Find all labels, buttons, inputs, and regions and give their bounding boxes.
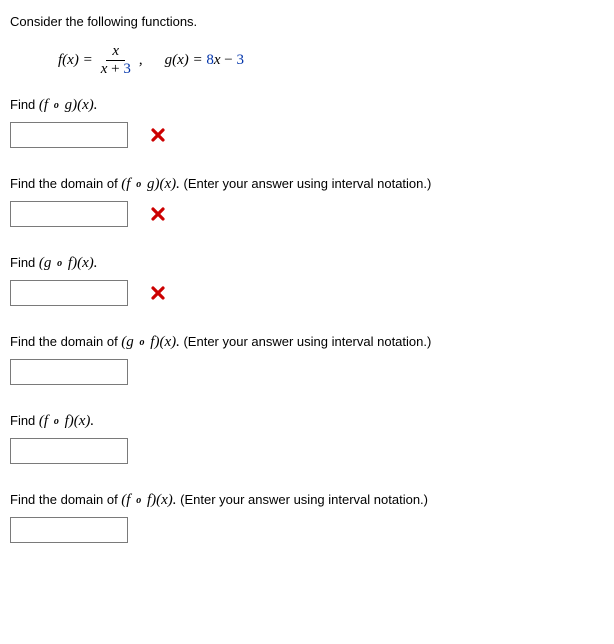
function-definitions: f(x) = x x + 3 , g(x) = 8x − 3: [10, 43, 604, 77]
question-text: Find the domain of (g o f)(x). (Enter yo…: [10, 334, 604, 351]
f-den-const: 3: [123, 61, 131, 77]
question-block: Find (f o g)(x).: [10, 97, 604, 148]
f-den-plus: +: [107, 61, 123, 77]
answer-row: [10, 122, 604, 148]
question-prefix: Find the domain of: [10, 492, 121, 507]
f-label: f(x) =: [58, 52, 93, 69]
g-minus: −: [221, 52, 237, 68]
composition-expression: (f o f)(x).: [121, 492, 176, 508]
comp-close: g)(x).: [143, 176, 180, 192]
question-text: Find (f o g)(x).: [10, 97, 604, 114]
wrong-icon: [150, 285, 166, 301]
answer-row: [10, 280, 604, 306]
question-text: Find (g o f)(x).: [10, 255, 604, 272]
question-block: Find (f o f)(x).: [10, 413, 604, 464]
comp-close: g)(x).: [61, 97, 98, 113]
comp-open: (g: [39, 255, 55, 271]
question-block: Find (g o f)(x).: [10, 255, 604, 306]
answer-input[interactable]: [10, 517, 128, 543]
comp-circle: o: [52, 100, 61, 111]
comp-close: f)(x).: [64, 255, 97, 271]
comp-open: (f: [121, 492, 134, 508]
answer-row: [10, 359, 604, 385]
comp-circle: o: [134, 179, 143, 190]
question-block: Find the domain of (f o g)(x). (Enter yo…: [10, 176, 604, 227]
f-denominator: x + 3: [97, 61, 135, 78]
answer-input[interactable]: [10, 438, 128, 464]
func-separator: ,: [139, 52, 143, 69]
comp-circle: o: [134, 495, 143, 506]
question-suffix: (Enter your answer using interval notati…: [177, 492, 428, 507]
f-numerator: x: [106, 43, 125, 61]
comp-circle: o: [52, 416, 61, 427]
answer-input[interactable]: [10, 280, 128, 306]
question-block: Find the domain of (f o f)(x). (Enter yo…: [10, 492, 604, 543]
g-definition: g(x) = 8x − 3: [165, 52, 244, 69]
question-prefix: Find the domain of: [10, 176, 121, 191]
question-prefix: Find: [10, 255, 39, 270]
composition-expression: (f o f)(x).: [39, 413, 94, 429]
g-x: x: [214, 52, 221, 68]
g-coeff: 8: [206, 52, 214, 68]
composition-expression: (f o g)(x).: [39, 97, 98, 113]
composition-expression: (f o g)(x).: [121, 176, 180, 192]
answer-input[interactable]: [10, 201, 128, 227]
answer-row: [10, 438, 604, 464]
question-text: Find the domain of (f o g)(x). (Enter yo…: [10, 176, 604, 193]
comp-close: f)(x).: [143, 492, 176, 508]
g-label: g(x) =: [165, 52, 207, 68]
wrong-icon: [150, 206, 166, 222]
comp-close: f)(x).: [147, 334, 180, 350]
comp-open: (g: [121, 334, 137, 350]
comp-open: (f: [121, 176, 134, 192]
g-const: 3: [237, 52, 245, 68]
question-suffix: (Enter your answer using interval notati…: [180, 176, 431, 191]
composition-expression: (g o f)(x).: [39, 255, 98, 271]
question-text: Find (f o f)(x).: [10, 413, 604, 430]
intro-text: Consider the following functions.: [10, 14, 604, 29]
answer-input[interactable]: [10, 359, 128, 385]
composition-expression: (g o f)(x).: [121, 334, 180, 350]
question-block: Find the domain of (g o f)(x). (Enter yo…: [10, 334, 604, 385]
question-text: Find the domain of (f o f)(x). (Enter yo…: [10, 492, 604, 509]
wrong-icon: [150, 127, 166, 143]
f-fraction: x x + 3: [97, 43, 135, 77]
question-prefix: Find: [10, 97, 39, 112]
comp-circle: o: [55, 258, 64, 269]
comp-open: (f: [39, 413, 52, 429]
answer-row: [10, 201, 604, 227]
question-suffix: (Enter your answer using interval notati…: [180, 334, 431, 349]
answer-row: [10, 517, 604, 543]
question-prefix: Find the domain of: [10, 334, 121, 349]
question-prefix: Find: [10, 413, 39, 428]
comp-circle: o: [138, 337, 147, 348]
comp-open: (f: [39, 97, 52, 113]
comp-close: f)(x).: [61, 413, 94, 429]
answer-input[interactable]: [10, 122, 128, 148]
